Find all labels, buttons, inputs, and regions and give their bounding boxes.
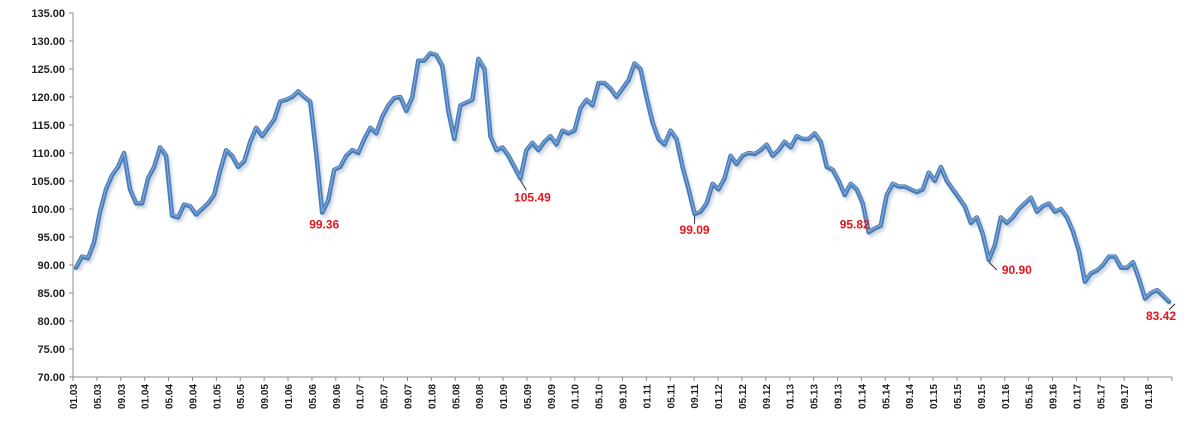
x-tick-label: 09.07 <box>403 384 414 409</box>
x-tick-label: 05.17 <box>1096 384 1107 409</box>
x-tick-label: 05.09 <box>523 384 534 409</box>
x-tick-label: 01.17 <box>1072 384 1083 409</box>
y-tick-label: 125.00 <box>31 64 65 76</box>
x-tick-label: 05.15 <box>953 384 964 409</box>
annotation-label: 99.09 <box>680 223 710 237</box>
y-tick-label: 110.00 <box>32 148 65 160</box>
y-tick-label: 80.00 <box>37 316 65 328</box>
x-tick-label: 01.13 <box>786 384 797 409</box>
series-group <box>73 51 1172 305</box>
y-tick-label: 135.00 <box>31 8 65 20</box>
y-tick-label: 105.00 <box>31 176 65 188</box>
x-tick-label: 09.10 <box>619 384 630 409</box>
annotation-label: 83.42 <box>1146 309 1176 323</box>
annotation-leader-line <box>988 261 998 271</box>
x-tick-label: 05.05 <box>236 384 247 409</box>
y-tick-label: 120.00 <box>31 92 65 104</box>
x-tick-label: 09.15 <box>977 384 988 409</box>
y-tick-label: 90.00 <box>37 260 65 272</box>
x-tick-label: 09.13 <box>834 384 845 409</box>
x-tick-label: 05.16 <box>1025 384 1036 409</box>
y-tick-label: 130.00 <box>31 36 65 48</box>
x-tick-label: 01.05 <box>212 384 223 409</box>
x-tick-label: 09.14 <box>905 384 916 409</box>
x-tick-label: 09.06 <box>332 384 343 409</box>
x-tick-label: 01.09 <box>499 384 510 409</box>
x-tick-label: 01.10 <box>571 384 582 409</box>
x-axis-tick-labels: 01.03 05.03 09.03 01.04 05.04 09.04 01.05 05.05… <box>69 377 1173 409</box>
x-tick-label: 01.03 <box>69 384 80 409</box>
annotation-leader-line <box>1168 303 1176 311</box>
y-tick-label: 115.00 <box>32 120 65 132</box>
annotations: 99.36 105.49 99.09 95.82 90.90 83.42 <box>309 179 1176 323</box>
x-tick-label: 09.04 <box>188 384 199 409</box>
y-tick-label: 95.00 <box>37 232 65 244</box>
x-tick-label: 05.06 <box>308 384 319 409</box>
x-tick-label: 09.08 <box>475 384 486 409</box>
x-tick-label: 01.12 <box>714 384 725 409</box>
axes <box>72 13 1172 378</box>
x-tick-label: 01.07 <box>356 384 367 409</box>
x-tick-label: 01.06 <box>284 384 295 409</box>
y-tick-label: 85.00 <box>37 288 65 300</box>
x-tick-label: 01.08 <box>427 384 438 409</box>
x-tick-label: 09.05 <box>260 384 271 409</box>
x-tick-label: 09.16 <box>1049 384 1060 409</box>
x-tick-label: 05.10 <box>595 384 606 409</box>
x-tick-label: 01.15 <box>929 384 940 409</box>
annotation-label: 105.49 <box>514 190 551 204</box>
x-tick-label: 05.14 <box>881 384 892 409</box>
x-tick-label: 09.03 <box>117 384 128 409</box>
y-axis-tick-labels: 70.00 75.00 80.00 85.00 90.00 95.00 100.00 105.… <box>31 8 73 384</box>
x-tick-label: 05.03 <box>93 384 104 409</box>
x-tick-label: 05.08 <box>451 384 462 409</box>
y-tick-label: 100.00 <box>31 204 65 216</box>
annotation-label: 90.90 <box>1002 263 1032 277</box>
x-tick-label: 05.12 <box>738 384 749 409</box>
x-tick-label: 05.13 <box>810 384 821 409</box>
x-tick-label: 01.18 <box>1144 384 1155 409</box>
series-line-highlight <box>75 51 1170 302</box>
y-tick-label: 70.00 <box>37 372 65 384</box>
x-tick-label: 05.11 <box>666 384 677 409</box>
y-tick-label: 75.00 <box>37 344 65 356</box>
annotation-leader-line <box>519 179 527 191</box>
x-tick-label: 01.14 <box>857 384 868 409</box>
x-tick-label: 09.12 <box>762 384 773 409</box>
x-tick-label: 09.09 <box>547 384 558 409</box>
x-tick-label: 09.11 <box>690 384 701 409</box>
x-tick-label: 01.11 <box>642 384 653 409</box>
x-tick-label: 01.16 <box>1001 384 1012 409</box>
annotation-label: 99.36 <box>309 218 339 232</box>
x-tick-label: 09.17 <box>1120 384 1131 409</box>
x-tick-label: 05.07 <box>380 384 391 409</box>
annotation-label: 95.82 <box>840 217 870 231</box>
x-tick-label: 05.04 <box>165 384 176 409</box>
x-tick-label: 01.04 <box>141 384 152 409</box>
